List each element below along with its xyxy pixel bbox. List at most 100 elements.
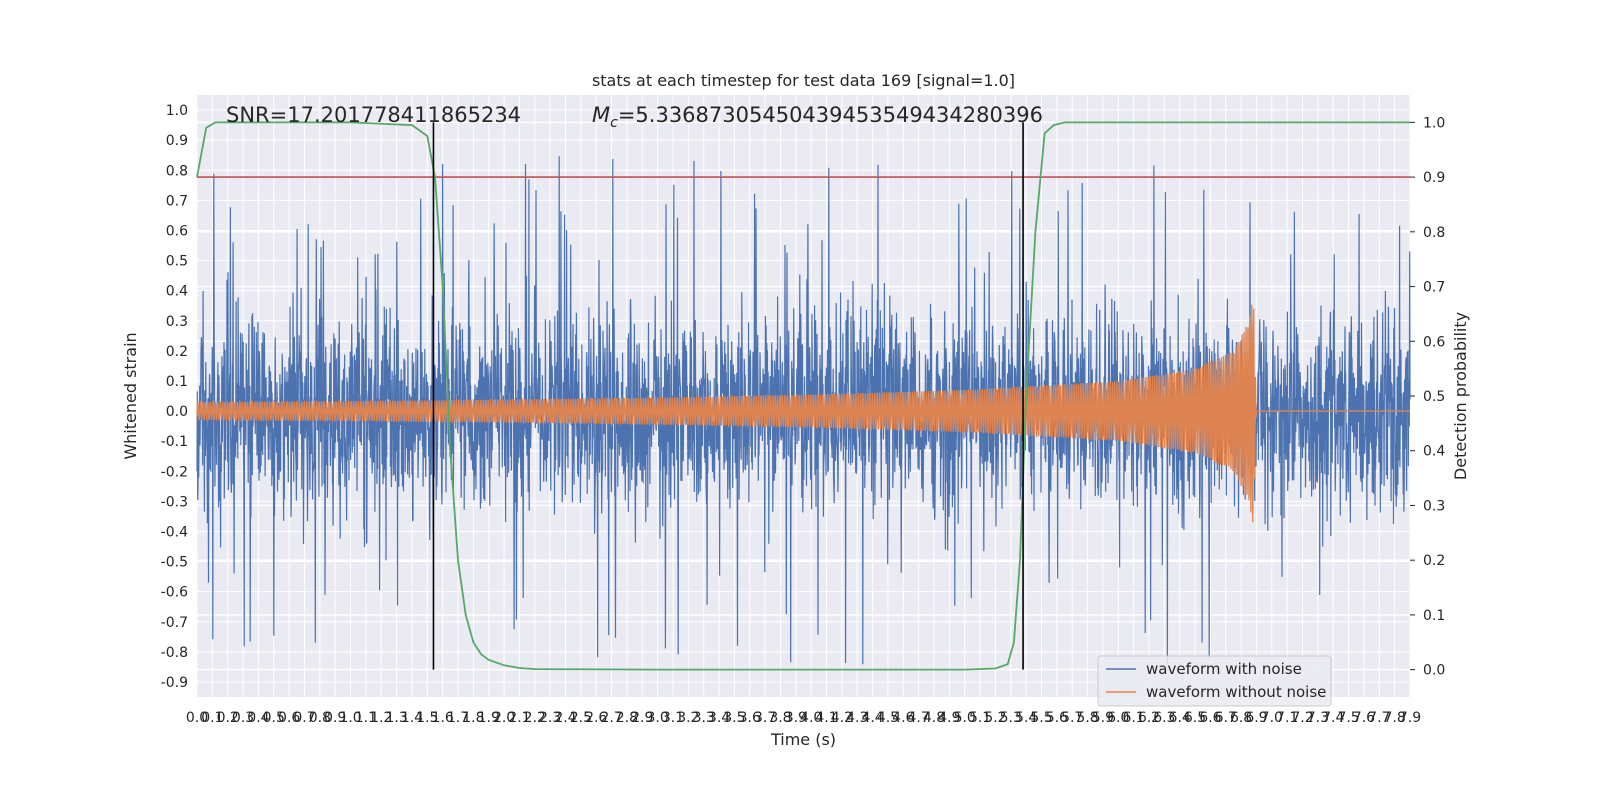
x-tick-label: 2.8: [616, 710, 638, 726]
y-tick-label: 0.4: [166, 284, 188, 300]
mc-subscript: c: [610, 115, 618, 131]
y-right-tick-label: 1.0: [1423, 115, 1445, 131]
y-tick-label: -0.2: [161, 464, 188, 480]
y-right-tick-label: 0.4: [1423, 444, 1445, 460]
x-tick-label: 4.3: [846, 710, 868, 726]
x-tick-label: 7.1: [1276, 710, 1298, 726]
x-tick-label: 0.2: [217, 710, 239, 726]
x-tick-label: 2.0: [493, 710, 515, 726]
x-tick-label: 6.6: [1199, 710, 1221, 726]
mc-symbol: M: [592, 103, 610, 127]
x-tick-label: 5.4: [1015, 710, 1037, 726]
x-tick-label: 5.7: [1061, 710, 1083, 726]
x-tick-label: 4.8: [923, 710, 945, 726]
y-tick-label: -0.7: [161, 615, 188, 631]
x-tick-label: 3.6: [739, 710, 761, 726]
x-tick-label: 6.0: [1107, 710, 1129, 726]
y-right-tick-label: 0.8: [1423, 225, 1445, 241]
y-axis-ticks: -0.9 -0.8 -0.7 -0.6 -0.5 -0.4 -0.3 -0.2 -0.1 0.0 0…: [161, 103, 188, 691]
x-tick-label: 7.9: [1399, 710, 1421, 726]
x-tick-label: 7.4: [1322, 710, 1344, 726]
legend-box: [1097, 655, 1332, 707]
x-tick-label: 5.8: [1076, 710, 1098, 726]
y-tick-label: 0.1: [166, 374, 188, 390]
y-right-tick-label: 0.3: [1423, 498, 1445, 514]
y-right-tick-label: 0.6: [1423, 334, 1445, 350]
legend-label-waveform-without-noise: waveform without noise: [1146, 683, 1326, 701]
x-tick-label: 3.1: [662, 710, 684, 726]
x-axis-label: Time (s): [770, 730, 836, 749]
x-tick-label: 1.6: [432, 710, 454, 726]
x-tick-label: 0.0: [186, 710, 208, 726]
x-tick-label: 2.4: [554, 710, 576, 726]
x-tick-label: 1.7: [447, 710, 469, 726]
y-right-tick-label: 0.2: [1423, 553, 1445, 569]
y-tick-label: 0.6: [166, 223, 188, 239]
y-tick-label: 0.0: [166, 404, 188, 420]
x-tick-label: 5.0: [954, 710, 976, 726]
x-tick-label: 3.7: [754, 710, 776, 726]
x-tick-label: 7.7: [1368, 710, 1390, 726]
y-right-tick-label: 0.9: [1423, 170, 1445, 186]
y-right-tick-label: 0.5: [1423, 389, 1445, 405]
x-tick-label: 1.4: [401, 710, 423, 726]
x-tick-label: 5.9: [1092, 710, 1114, 726]
x-tick-label: 6.3: [1153, 710, 1175, 726]
mc-value: =5.33687305450439453549434280396: [618, 103, 1043, 127]
x-tick-label: 1.2: [370, 710, 392, 726]
x-tick-label: 1.1: [355, 710, 377, 726]
x-tick-label: 1.3: [385, 710, 407, 726]
x-tick-label: 2.3: [539, 710, 561, 726]
x-tick-label: 6.8: [1230, 710, 1252, 726]
legend-label-waveform-with-noise: waveform with noise: [1146, 660, 1302, 678]
x-tick-label: 0.8: [309, 710, 331, 726]
chart-title: stats at each timestep for test data 169…: [592, 71, 1015, 90]
series-detection-probability: [196, 121, 1410, 671]
x-tick-label: 2.1: [508, 710, 530, 726]
x-tick-label: 2.7: [600, 710, 622, 726]
x-tick-label: 4.0: [800, 710, 822, 726]
x-tick-label: 6.2: [1138, 710, 1160, 726]
x-tick-label: 4.2: [831, 710, 853, 726]
x-tick-label: 0.4: [247, 710, 269, 726]
y-tick-label: 0.8: [166, 163, 188, 179]
x-tick-label: 7.5: [1337, 710, 1359, 726]
x-tick-label: 0.3: [232, 710, 254, 726]
x-tick-label: 4.7: [908, 710, 930, 726]
y-axis-label: Whitened strain: [121, 332, 140, 459]
y-tick-label: 0.5: [166, 254, 188, 270]
x-tick-label: 4.1: [815, 710, 837, 726]
x-tick-label: 2.9: [631, 710, 653, 726]
series-waveform-without-noise: [196, 304, 1410, 523]
x-tick-label: 7.2: [1291, 710, 1313, 726]
x-tick-label: 5.1: [969, 710, 991, 726]
x-tick-label: 4.9: [938, 710, 960, 726]
x-tick-label: 7.8: [1384, 710, 1406, 726]
x-tick-label: 4.4: [861, 710, 883, 726]
x-tick-label: 3.3: [693, 710, 715, 726]
x-axis-ticks: 0.00.10.20.30.40.50.60.70.80.91.01.11.21…: [186, 710, 1421, 726]
x-tick-label: 6.1: [1122, 710, 1144, 726]
x-tick-label: 0.5: [263, 710, 285, 726]
x-tick-label: 2.6: [585, 710, 607, 726]
y-tick-label: 0.7: [166, 193, 188, 209]
y-tick-label: -0.3: [161, 494, 188, 510]
y-tick-label: -0.5: [161, 555, 188, 571]
y-right-tick-label: 0.1: [1423, 608, 1445, 624]
plot-content: [196, 121, 1411, 671]
x-tick-label: 5.3: [1000, 710, 1022, 726]
vertical-markers: [432, 122, 1024, 670]
x-tick-label: 1.8: [462, 710, 484, 726]
x-tick-label: 6.5: [1184, 710, 1206, 726]
y-right-tick-label: 0.7: [1423, 280, 1445, 296]
y-right-tick-label: 0.0: [1423, 663, 1445, 679]
x-tick-label: 5.6: [1046, 710, 1068, 726]
x-tick-label: 0.7: [293, 710, 315, 726]
x-tick-label: 3.5: [723, 710, 745, 726]
x-tick-label: 3.0: [647, 710, 669, 726]
y-tick-label: -0.9: [161, 675, 188, 691]
y-axis-right-ticks: 0.0 0.1 0.2 0.3 0.4 0.5 0.6 0.7 0.8 0.9 1.0: [1410, 115, 1445, 679]
x-tick-label: 7.3: [1307, 710, 1329, 726]
y-tick-label: -0.1: [161, 434, 188, 450]
